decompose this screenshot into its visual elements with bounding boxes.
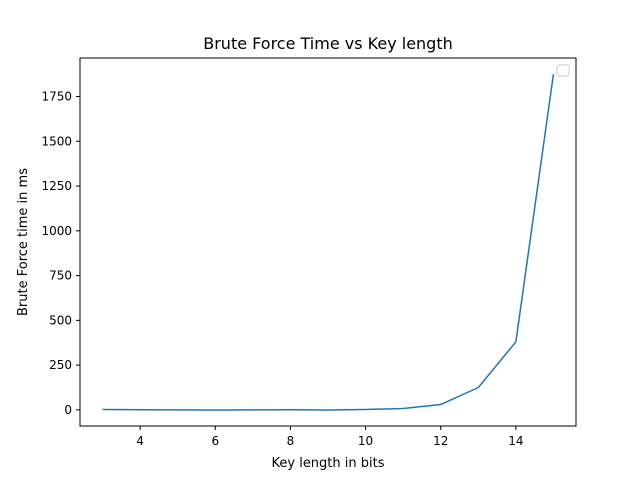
plot-area — [79, 57, 577, 427]
x-axis-ticks: 4 6 8 10 12 14 — [136, 426, 524, 448]
y-tick-label: 1750 — [41, 90, 72, 104]
series-layer — [102, 74, 555, 411]
x-tick-label: 12 — [433, 434, 448, 448]
y-axis-label: Brute Force time in ms — [16, 168, 31, 316]
chart-title: Brute Force Time vs Key length — [203, 34, 453, 53]
y-tick-label: 750 — [49, 269, 72, 283]
y-tick-label: 500 — [49, 313, 72, 327]
y-tick-label: 1500 — [41, 134, 72, 148]
y-axis-ticks: 0 250 500 750 1000 1250 1500 1750 — [41, 90, 80, 417]
x-tick-label: 6 — [211, 434, 219, 448]
legend — [556, 64, 570, 77]
y-tick-label: 0 — [64, 403, 72, 417]
x-tick-label: 14 — [508, 434, 523, 448]
y-tick-label: 1000 — [41, 224, 72, 238]
y-tick-label: 1250 — [41, 179, 72, 193]
x-tick-label: 8 — [287, 434, 295, 448]
x-tick-label: 4 — [136, 434, 144, 448]
series-line — [102, 74, 555, 411]
y-tick-label: 250 — [49, 358, 72, 372]
x-tick-label: 10 — [358, 434, 373, 448]
x-axis-label: Key length in bits — [272, 456, 385, 471]
